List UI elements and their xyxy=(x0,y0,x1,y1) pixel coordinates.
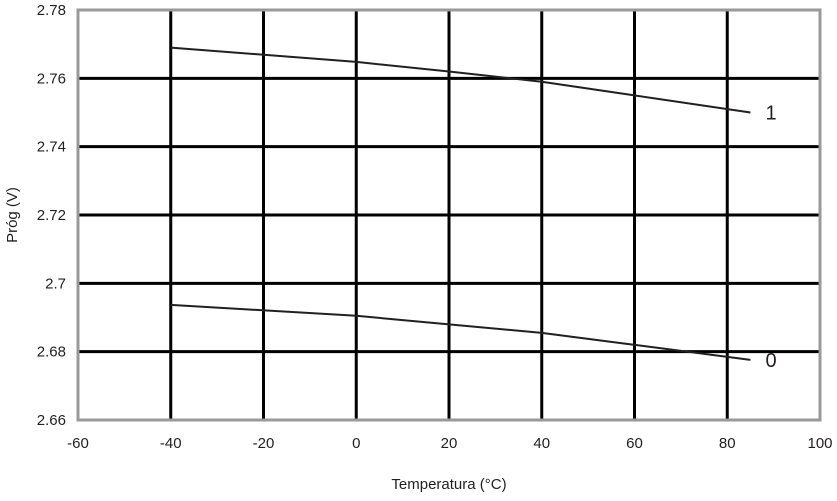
x-tick-labels: -60 -40 -20 0 20 40 60 80 100 xyxy=(67,435,832,452)
series: 10 xyxy=(170,46,777,372)
y-tick-label: 2.72 xyxy=(37,207,66,224)
y-tick-labels: 2.66 2.68 2.7 2.72 2.74 2.76 2.78 xyxy=(37,2,66,429)
plot-frame xyxy=(76,8,822,422)
x-tick-label: 0 xyxy=(352,435,360,452)
x-tick-label: 40 xyxy=(533,435,550,452)
series-line-1 xyxy=(170,46,751,114)
series-label-0: 0 xyxy=(765,350,776,372)
y-tick-label: 2.66 xyxy=(37,412,66,429)
x-tick-label: 100 xyxy=(807,435,832,452)
series-label-1: 1 xyxy=(765,103,776,125)
x-tick-label: -40 xyxy=(160,435,182,452)
x-tick-label: 60 xyxy=(626,435,643,452)
y-tick-label: 2.68 xyxy=(37,344,66,361)
y-tick-label: 2.74 xyxy=(37,139,66,156)
x-tick-label: -20 xyxy=(253,435,275,452)
y-tick-label: 2.7 xyxy=(45,275,66,292)
x-axis-label: Temperatura (°C) xyxy=(391,476,506,493)
x-tick-label: -60 xyxy=(67,435,89,452)
x-tick-label: 20 xyxy=(441,435,458,452)
x-tick-label: 80 xyxy=(719,435,736,452)
series-line-0 xyxy=(170,303,751,361)
y-axis-label: Próg (V) xyxy=(4,187,21,243)
y-tick-label: 2.76 xyxy=(37,70,66,87)
y-tick-label: 2.78 xyxy=(37,2,66,19)
